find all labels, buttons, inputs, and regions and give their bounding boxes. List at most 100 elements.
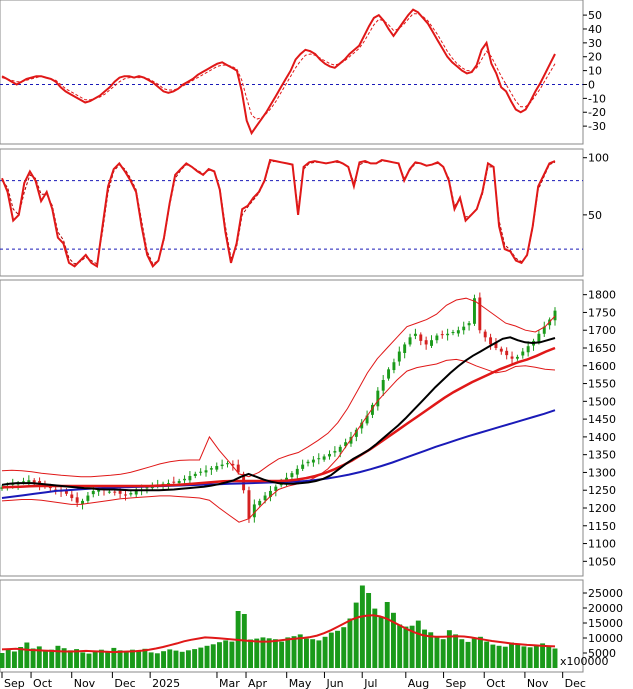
- volume-bar: [0, 653, 5, 668]
- volume-bar: [409, 625, 415, 668]
- bollinger-lower: [1, 358, 556, 523]
- candle-body: [290, 473, 294, 478]
- axis-tick-label: 25000: [588, 587, 623, 600]
- candle-body: [424, 340, 428, 345]
- candle-body: [365, 415, 369, 424]
- candle-body: [328, 453, 331, 457]
- panel-volume: 25000 20000 15000 10000 5000 x100000: [0, 579, 623, 673]
- candle-body: [526, 346, 530, 353]
- volume-bar: [111, 647, 117, 668]
- candle-body: [32, 480, 36, 483]
- candle-body: [317, 458, 321, 460]
- axis-tick-label: 1750: [588, 306, 616, 319]
- candle-body: [360, 422, 364, 429]
- volume-bar: [359, 585, 365, 668]
- volume-bar: [74, 649, 80, 668]
- volume-moving-average: [1, 614, 556, 654]
- month-label: 2025: [152, 677, 180, 689]
- volume-bar: [422, 629, 427, 668]
- axis-tick-label: 10000: [588, 632, 623, 645]
- candle-body: [354, 429, 358, 437]
- volume-bar: [123, 651, 129, 668]
- axis-tick-label: 15000: [588, 617, 623, 630]
- axis-tick-label: 1550: [588, 378, 616, 391]
- volume-bar: [403, 626, 409, 668]
- candle-body: [236, 464, 240, 473]
- volume-bar: [260, 637, 266, 668]
- axis-tick-label: 20: [588, 51, 602, 64]
- volume-bar: [11, 651, 17, 668]
- volume-bar: [297, 634, 303, 668]
- candle-body: [456, 330, 460, 334]
- candle-body: [381, 380, 385, 391]
- candle-body: [252, 504, 256, 518]
- axis-tick-label: 1650: [588, 342, 616, 355]
- month-label: Oct: [486, 677, 506, 689]
- month-label: Oct: [33, 677, 53, 689]
- candle-body: [64, 490, 68, 494]
- volume-bar: [136, 650, 142, 668]
- axis-tick-label: 20000: [588, 602, 623, 615]
- volume-bar: [372, 608, 378, 668]
- candle-body: [70, 494, 74, 499]
- axis-tick-label: 1300: [588, 466, 616, 479]
- axis-tick-label: 1250: [588, 484, 616, 497]
- axis-tick-label: 0: [588, 78, 595, 91]
- volume-bar: [484, 641, 490, 668]
- candle-body: [258, 500, 262, 506]
- volume-bar: [49, 649, 55, 668]
- axis-tick-label: 1450: [588, 413, 616, 426]
- volume-bar: [521, 646, 527, 668]
- candle-body: [510, 356, 514, 359]
- volume-bar: [229, 641, 235, 668]
- moving-average-mid: [1, 346, 556, 489]
- volume-bar: [471, 638, 477, 668]
- month-label: Aug: [408, 677, 429, 689]
- candle-body: [166, 483, 170, 485]
- month-label: Jun: [325, 677, 343, 689]
- volume-bar: [204, 645, 210, 668]
- axis-tick-label: 1050: [588, 555, 616, 568]
- volume-bar: [217, 642, 222, 668]
- volume-bar: [30, 648, 36, 668]
- panel-macd-frame: [0, 0, 584, 145]
- candle-body: [419, 334, 423, 341]
- candle-body: [209, 468, 213, 470]
- volume-bar: [248, 639, 253, 668]
- month-label: Dec: [114, 677, 135, 689]
- candle-body: [451, 332, 455, 334]
- bollinger-upper: [1, 297, 556, 478]
- volume-bar: [509, 642, 514, 668]
- volume-bar: [36, 646, 42, 668]
- volume-bar: [490, 644, 496, 668]
- volume-bar: [279, 641, 285, 668]
- candle-body: [118, 490, 122, 494]
- candle-body: [247, 490, 251, 519]
- volume-bar: [142, 648, 148, 668]
- volume-bar: [291, 636, 297, 668]
- candle-body: [145, 487, 149, 489]
- volume-bar: [446, 630, 452, 668]
- axis-tick-label: 30: [588, 37, 602, 50]
- volume-bar: [465, 641, 471, 668]
- candle-body: [435, 335, 439, 341]
- axis-tick-label: -30: [588, 120, 606, 133]
- axis-tick-label: 1800: [588, 289, 616, 302]
- volume-bar: [434, 636, 440, 668]
- volume-bar: [366, 593, 372, 668]
- candle-body: [349, 436, 353, 444]
- volume-bar: [459, 639, 465, 668]
- volume-bar: [272, 639, 278, 668]
- macd-line: [1, 8, 556, 136]
- volume-bar: [24, 642, 30, 668]
- volume-bar: [98, 649, 104, 668]
- candle-body: [376, 390, 380, 407]
- volume-bar: [515, 644, 521, 668]
- candle-body: [370, 404, 374, 415]
- candle-body: [553, 310, 557, 321]
- candle-body: [193, 473, 197, 476]
- candle-body: [263, 495, 267, 501]
- stochastic-axis: 100 50: [583, 152, 609, 222]
- candle-body: [27, 480, 31, 483]
